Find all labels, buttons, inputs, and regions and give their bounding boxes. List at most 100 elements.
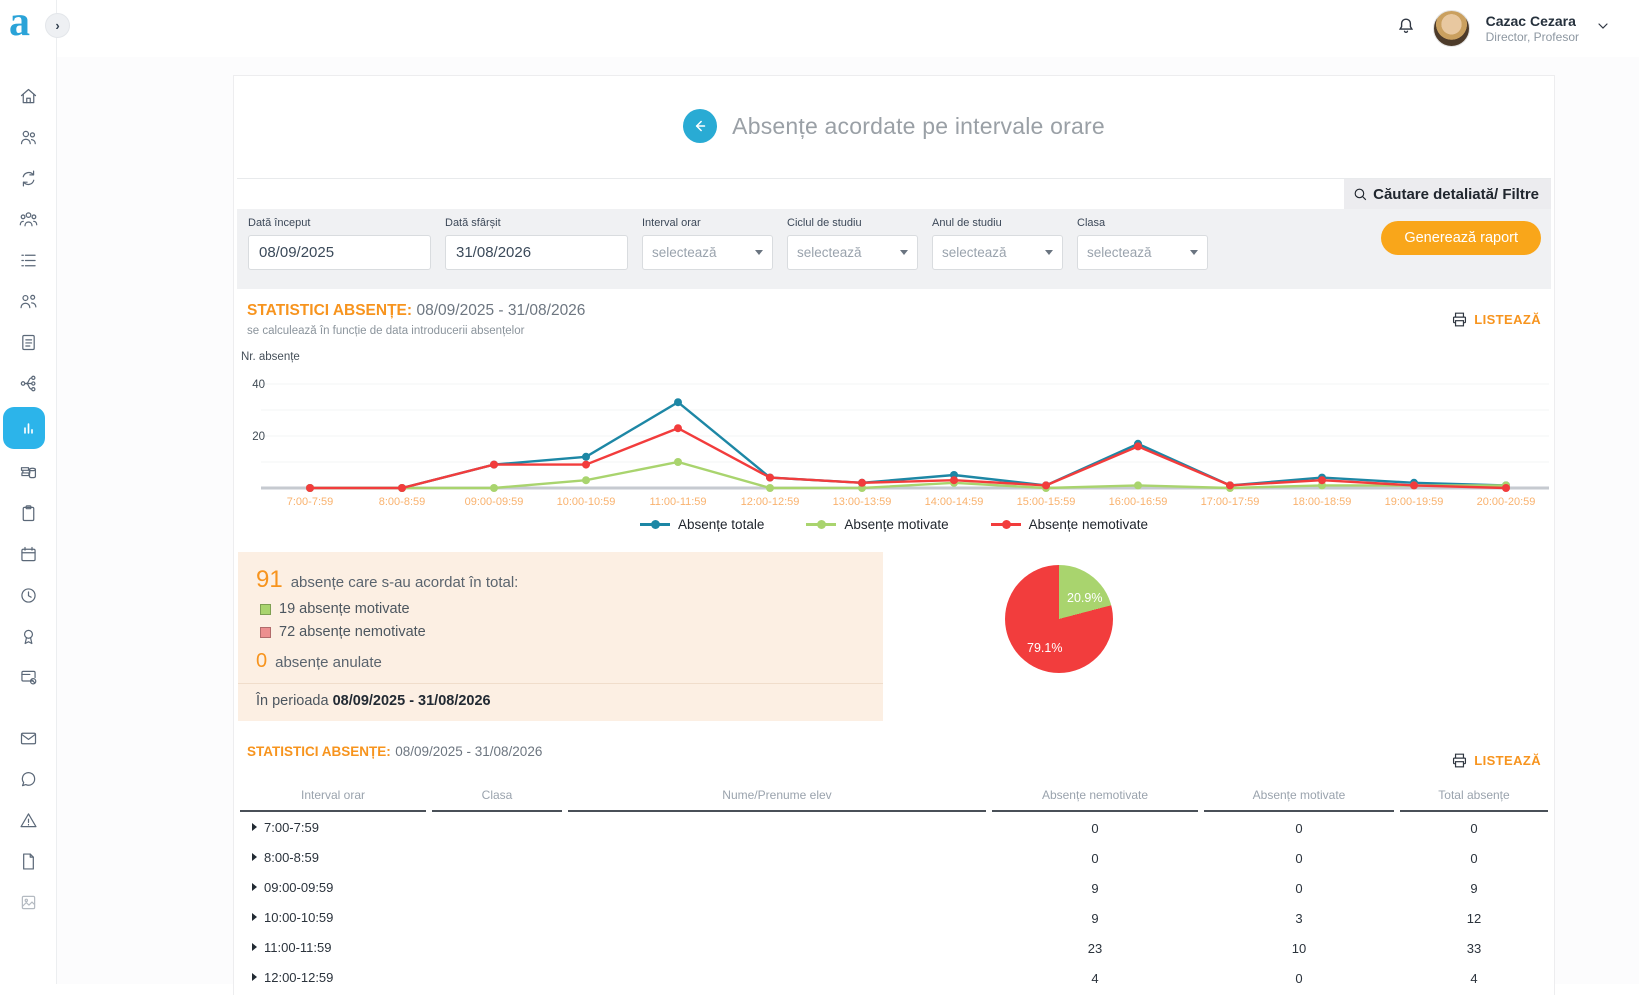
svg-text:14:00-14:59: 14:00-14:59 xyxy=(925,496,984,508)
sidebar-item-documents[interactable] xyxy=(0,322,57,363)
legend-marker xyxy=(990,520,1021,529)
sidebar-nav xyxy=(0,76,57,923)
clasa-cell xyxy=(429,812,565,842)
triangle-right-icon xyxy=(252,943,257,951)
sidebar-item-calendar[interactable] xyxy=(0,534,57,575)
triangle-right-icon xyxy=(252,853,257,861)
year-label: Anul de studiu xyxy=(932,217,1002,229)
motivate-cell: 0 xyxy=(1295,821,1303,836)
total-absences-count: 91 xyxy=(256,566,283,593)
user-name: Cazac Cezara xyxy=(1485,13,1576,29)
sidebar-item-gallery[interactable] xyxy=(0,882,57,923)
detailed-search-button[interactable]: Căutare detaliată/ Filtre xyxy=(1344,179,1551,209)
sidebar-item-library[interactable] xyxy=(0,452,57,493)
date-end-input[interactable] xyxy=(445,235,628,270)
field-date-end: Dată sfârșit xyxy=(445,217,628,270)
total-cell: 12 xyxy=(1466,911,1482,926)
search-icon xyxy=(1354,188,1367,200)
table-row-expander[interactable]: 11:00-11:59 xyxy=(237,932,429,962)
total-cell: 4 xyxy=(1470,971,1478,986)
print-button[interactable]: LISTEAZĂ xyxy=(1450,310,1541,329)
year-select-value: selectează xyxy=(942,245,1007,260)
triangle-right-icon xyxy=(252,823,257,831)
notifications-button[interactable] xyxy=(1395,15,1417,42)
sidebar-item-messages[interactable] xyxy=(0,718,57,759)
elev-cell xyxy=(565,842,989,872)
svg-text:09:00-09:59: 09:00-09:59 xyxy=(465,496,524,508)
print-button-2[interactable]: LISTEAZĂ xyxy=(1450,751,1541,770)
col-header-clasa: Clasa xyxy=(432,782,562,812)
active-item-highlight xyxy=(3,407,45,449)
table-row-expander[interactable]: 12:00-12:59 xyxy=(237,962,429,992)
user-role: Director, Profesor xyxy=(1485,30,1579,44)
generate-report-button[interactable]: Generează raport xyxy=(1381,221,1541,255)
clasa-cell xyxy=(429,902,565,932)
print-label: LISTEAZĂ xyxy=(1474,312,1541,327)
app-logo[interactable]: a xyxy=(9,0,30,45)
documents-icon xyxy=(22,334,35,351)
user-menu-button[interactable] xyxy=(1595,18,1611,39)
bar-chart-icon xyxy=(24,422,33,434)
back-button[interactable] xyxy=(683,109,718,143)
transfers-icon xyxy=(22,170,35,187)
col-header-total: Total absențe xyxy=(1400,782,1548,812)
sidebar-item-awards[interactable] xyxy=(0,616,57,657)
sidebar-item-catalog[interactable] xyxy=(0,240,57,281)
interval-label: Interval orar xyxy=(642,217,701,229)
legend-label: Absențe nemotivate xyxy=(1028,517,1148,532)
table-row-expander[interactable]: 8:00-8:59 xyxy=(237,842,429,872)
chat-icon xyxy=(21,772,36,787)
stats-title: STATISTICI ABSENȚE: xyxy=(247,302,413,319)
sidebar-item-structure[interactable] xyxy=(0,363,57,404)
triangle-right-icon xyxy=(252,883,257,891)
sidebar-item-transfers[interactable] xyxy=(0,158,57,199)
library-icon xyxy=(20,467,37,479)
main-content: Absențe acordate pe intervale orare Căut… xyxy=(57,57,1639,995)
sidebar-item-cards[interactable] xyxy=(0,657,57,698)
sidebar-item-teachers[interactable] xyxy=(0,199,57,240)
sidebar-item-home[interactable] xyxy=(0,76,57,117)
svg-text:19:00-19:59: 19:00-19:59 xyxy=(1385,496,1444,508)
total-absences-label: absențe care s-au acordat în total: xyxy=(290,574,519,591)
sidebar-item-classes[interactable] xyxy=(0,281,57,322)
sidebar-item-schedule[interactable] xyxy=(0,575,57,616)
date-start-input[interactable] xyxy=(248,235,431,270)
table-row-expander[interactable]: 10:00-10:59 xyxy=(237,902,429,932)
svg-text:11:00-11:59: 11:00-11:59 xyxy=(649,496,706,508)
svg-text:18:00-18:59: 18:00-18:59 xyxy=(1293,496,1352,508)
detailed-search-label: Căutare detaliată/ Filtre xyxy=(1373,185,1539,203)
interval-select[interactable]: selectează xyxy=(642,235,773,270)
date-start-label: Dată început xyxy=(248,217,311,229)
class-select[interactable]: selectează xyxy=(1077,235,1208,270)
sidebar-item-students[interactable] xyxy=(0,117,57,158)
pie-label-motivate: 20.9% xyxy=(1067,591,1103,605)
svg-text:13:00-13:59: 13:00-13:59 xyxy=(833,496,892,508)
sidebar-expand-button[interactable]: › xyxy=(45,13,70,38)
students-icon xyxy=(20,130,36,145)
bell-icon xyxy=(1398,18,1413,34)
field-interval: Interval orar selectează xyxy=(642,217,773,270)
legend-label: Absențe motivate xyxy=(844,517,949,532)
table-row-expander[interactable]: 7:00-7:59 xyxy=(237,812,429,842)
chevron-down-icon xyxy=(1045,250,1053,255)
sidebar-item-chat[interactable] xyxy=(0,759,57,800)
filter-bar: Dată început Dată sfârșit Interval orar … xyxy=(237,209,1551,289)
sidebar-item-reports[interactable] xyxy=(0,404,57,452)
motivate-label: absențe motivate xyxy=(299,601,410,617)
cycle-select[interactable]: selectează xyxy=(787,235,918,270)
motivate-cell: 0 xyxy=(1295,971,1303,986)
absence-pie-chart-wrap: 20.9% 79.1% xyxy=(1005,565,1113,673)
year-select[interactable]: selectează xyxy=(932,235,1063,270)
warning-icon xyxy=(20,813,37,828)
image-icon xyxy=(21,895,36,910)
legend-marker xyxy=(640,520,671,529)
avatar[interactable] xyxy=(1432,10,1470,47)
col-header-elev: Nume/Prenume elev xyxy=(568,782,986,812)
interval-select-value: selectează xyxy=(652,245,717,260)
table-row-expander[interactable]: 09:00-09:59 xyxy=(237,872,429,902)
sidebar-item-clipboard[interactable] xyxy=(0,493,57,534)
sidebar-item-files[interactable] xyxy=(0,841,57,882)
elev-cell xyxy=(565,812,989,842)
legend-item-nemotivate: Absențe nemotivate xyxy=(990,517,1148,532)
sidebar-item-alerts[interactable] xyxy=(0,800,57,841)
